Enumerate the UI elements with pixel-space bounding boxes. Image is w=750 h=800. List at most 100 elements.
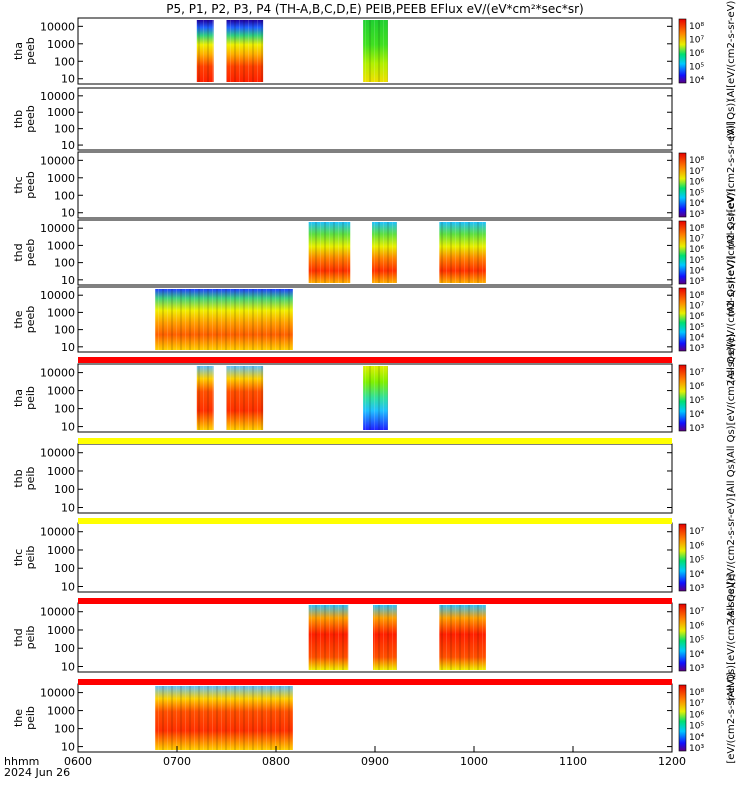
colorbar-tick-label: 10³ — [689, 210, 704, 220]
x-tick-label: 1000 — [460, 755, 488, 768]
colorbar-tick-label: 10⁶ — [689, 49, 704, 59]
y-tick-label: 10 — [61, 341, 75, 354]
colorbar-tick-label: 10⁵ — [689, 556, 704, 566]
panel-frame — [77, 151, 673, 219]
spectrogram-texture — [196, 366, 214, 430]
colorbar-title: (All Qs)) — [726, 99, 737, 139]
colorbar-tick-label: 10⁷ — [689, 302, 704, 312]
colorbar — [678, 18, 687, 84]
colorbar-tick-label: 10⁵ — [689, 636, 704, 646]
y-tick-label: 100 — [54, 642, 75, 655]
y-tick-label: 100 — [54, 257, 75, 270]
y-tick-label: 10000 — [40, 154, 75, 167]
panel-label: peeb — [24, 239, 37, 267]
y-tick-label: 100 — [54, 189, 75, 202]
spectrogram-texture — [439, 222, 486, 283]
colorbar-tick-label: 10⁶ — [689, 710, 704, 720]
panel-label: the — [12, 709, 25, 727]
panel-label: peeb — [24, 105, 37, 133]
x-tick-label: 1100 — [559, 755, 587, 768]
y-tick-label: 10000 — [40, 526, 75, 539]
y-tick-label: 10 — [61, 421, 75, 434]
panel-frame — [77, 219, 673, 286]
colorbar-tick-label: 10⁸ — [689, 688, 704, 698]
y-tick-label: 100 — [54, 55, 75, 68]
colorbar-tick-label: 10⁴ — [689, 733, 704, 743]
panel-frame — [77, 87, 673, 151]
y-tick-label: 10 — [61, 661, 75, 674]
colorbar-tick-label: 10⁸ — [689, 22, 704, 32]
y-tick-label: 10000 — [40, 447, 75, 460]
spectrogram-texture — [373, 605, 397, 670]
panel-label: peib — [24, 386, 37, 410]
colorbar-title: (All Qs)[eV/(cm2-s-sr-eV)] — [726, 574, 737, 702]
y-tick-label: 1000 — [47, 106, 75, 119]
panel-1: 10 100 1000 10000 tha peeb 10⁸ 10⁷ 10⁶ 10⁵ 10⁴ (Al[… — [12, 0, 737, 101]
y-tick-label: 10000 — [40, 687, 75, 700]
panel-label: peib — [24, 546, 37, 570]
colorbar-tick-label: 10⁴ — [689, 266, 704, 276]
y-tick-label: 10 — [61, 73, 75, 86]
spectrogram-texture — [155, 686, 293, 750]
y-tick-label: 10000 — [40, 222, 75, 235]
y-tick-label: 10 — [61, 502, 75, 515]
colorbar-tick-label: 10⁸ — [689, 224, 704, 234]
colorbar-tick-label: 10⁴ — [689, 199, 704, 209]
spectrogram-texture — [308, 222, 351, 283]
colorbar — [678, 364, 687, 432]
panel-separator-bar — [78, 598, 672, 604]
panel-label: thd — [12, 243, 25, 261]
y-tick-label: 1000 — [47, 172, 75, 185]
colorbar-tick-label: 10⁷ — [689, 607, 704, 617]
colorbar-title: (All Qs)[eV/(cm2-s-sr-eV)] — [726, 494, 737, 622]
x-tick-label: 1200 — [658, 755, 686, 768]
spectrogram-texture — [196, 20, 214, 82]
colorbar-tick-label: 10⁸ — [689, 156, 704, 166]
colorbar-tick-label: 10⁶ — [689, 178, 704, 188]
y-tick-label: 100 — [54, 403, 75, 416]
colorbar-tick-label: 10⁵ — [689, 323, 704, 333]
panel-separator-bar — [78, 357, 672, 363]
colorbar-tick-label: 10³ — [689, 344, 704, 354]
panel-label: the — [12, 310, 25, 328]
y-tick-label: 1000 — [47, 624, 75, 637]
x-tick-label: 0800 — [262, 755, 290, 768]
figure-title: P5, P1, P2, P3, P4 (TH-A,B,C,D,E) PEIB,P… — [166, 2, 583, 16]
panel-label: thb — [12, 469, 25, 487]
y-tick-label: 1000 — [47, 544, 75, 557]
colorbar-tick-label: 10⁶ — [689, 245, 704, 255]
spectrogram-texture — [363, 366, 388, 430]
colorbar-title: (All Qs)[eV/(cm2-s-sr-eV)] — [726, 189, 737, 317]
colorbar-tick-label: 10⁴ — [689, 570, 704, 580]
colorbar-title: (All Qs)[eV/(cm2-s-sr-eV)] — [726, 334, 737, 462]
colorbar-tick-label: 10³ — [689, 424, 704, 434]
x-tick-label: 0600 — [64, 755, 92, 768]
y-tick-label: 100 — [54, 723, 75, 736]
y-tick-label: 10 — [61, 581, 75, 594]
panel-label: tha — [12, 42, 25, 60]
panel-9: 10 100 1000 10000 thd peib 10⁷ 10⁶ 10⁵ 10⁴ 10³ (All… — [12, 574, 737, 702]
colorbar-tick-label: 10⁵ — [689, 188, 704, 198]
panel-separator-bar — [78, 438, 672, 444]
colorbar-tick-label: 10⁵ — [689, 256, 704, 266]
panel-separator-bar — [78, 679, 672, 685]
colorbar-title: [eV/(cm2-s-sr-eV)] — [726, 672, 737, 763]
panel-label: peeb — [24, 171, 37, 199]
y-tick-label: 1000 — [47, 385, 75, 398]
colorbar-tick-label: 10⁶ — [689, 382, 704, 392]
x-axis-date: 2024 Jun 26 — [4, 766, 70, 779]
colorbar-tick-label: 10³ — [689, 584, 704, 594]
y-tick-label: 1000 — [47, 705, 75, 718]
y-tick-label: 10 — [61, 139, 75, 152]
colorbar — [678, 220, 687, 285]
panel-frame — [77, 443, 673, 514]
colorbar-tick-label: 10⁷ — [689, 527, 704, 537]
x-axis-label: hhmm — [4, 755, 39, 768]
colorbar-tick-label: 10⁴ — [689, 76, 704, 86]
y-tick-label: 1000 — [47, 465, 75, 478]
panel-2: 10 100 1000 10000 thb peeb (All Qs)) — [12, 87, 737, 152]
colorbar-tick-label: 10⁴ — [689, 650, 704, 660]
